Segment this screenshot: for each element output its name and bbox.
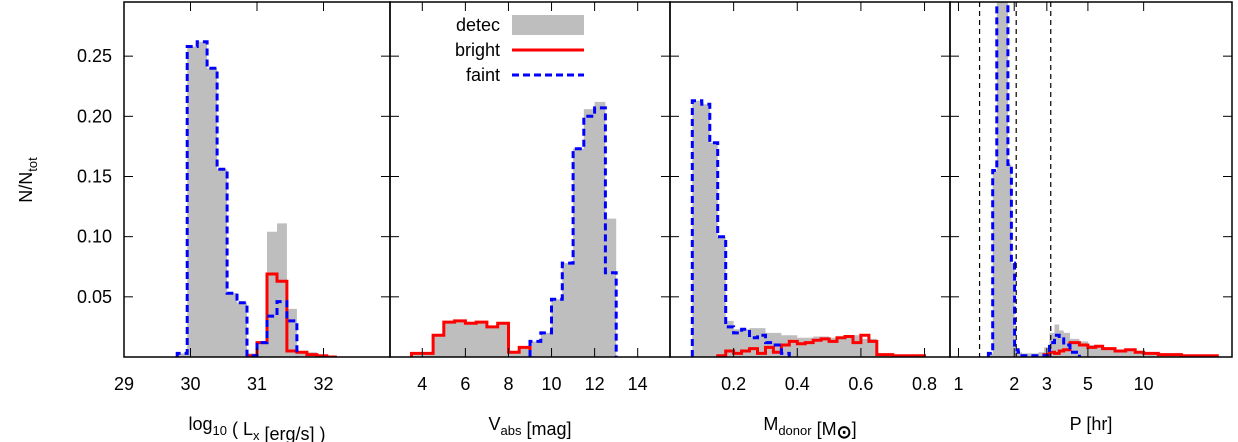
y-tick-label: 0.05	[77, 287, 112, 307]
panel-1: 29 30 31 32 0.05 0.10 0.15 0.20 0.25 log10 ( Lx […	[77, 1, 391, 442]
y-tick-label: 0.15	[77, 166, 112, 186]
axis-label-subscript: 10	[213, 423, 227, 438]
x-tick-label: 10	[1134, 374, 1154, 394]
legend-label-faint: faint	[466, 65, 500, 85]
bright-histogram	[245, 272, 337, 357]
axis-label-subscript: abs	[501, 423, 522, 438]
faint-histogram	[175, 40, 299, 357]
axis-label-subscript: donor	[778, 423, 812, 438]
faint-histogram	[528, 106, 618, 357]
detec-histogram	[692, 100, 925, 357]
bright-histogram	[716, 333, 926, 357]
panel-2: 4 6 8 10 12 14 Vabs [mag]	[389, 1, 671, 439]
panel-3: 0.2 0.4 0.6 0.8 Mdonor [M⊙]	[669, 1, 951, 442]
y-axis-label: N/Ntot	[16, 157, 40, 203]
x-tick-label: 0.8	[912, 374, 937, 394]
x-tick-label: 0.6	[848, 374, 873, 394]
y-tick-label: 0.20	[77, 106, 112, 126]
bright-histogram	[410, 319, 532, 357]
axis-label-text: V	[488, 414, 500, 434]
panel-plot-area	[978, 2, 1219, 357]
faint-histogram	[690, 99, 791, 357]
y-tick-label: 0.10	[77, 227, 112, 247]
panel-frame	[949, 1, 1233, 358]
axis-label-subscript: tot	[25, 157, 40, 172]
axis-label-text: P	[1070, 414, 1082, 434]
panel-plot-area	[410, 101, 618, 357]
x-tick-label: 1	[953, 374, 963, 394]
x-tick-label: 5	[1083, 374, 1093, 394]
faint-histogram	[986, 2, 1081, 357]
axis-label-text: log	[188, 414, 212, 434]
bright-histogram	[1042, 341, 1219, 357]
axis-label-subscript: x	[253, 428, 260, 442]
panel-frame	[123, 1, 391, 358]
panel-frame	[389, 1, 671, 358]
detec-histogram	[988, 2, 1218, 357]
x-tick-label: 0.4	[785, 374, 810, 394]
x-tick-label: 0.2	[721, 374, 746, 394]
legend: detec bright faint	[455, 15, 584, 85]
legend-label-bright: bright	[455, 40, 500, 60]
x-tick-label: 31	[247, 374, 267, 394]
x-tick-label: 12	[585, 374, 605, 394]
legend-label-detec: detec	[456, 15, 500, 35]
sun-symbol-icon: ⊙	[837, 422, 852, 442]
x-tick-label: 2	[1009, 374, 1019, 394]
axis-label-text: [hr]	[1081, 414, 1112, 434]
x-axis-label: Mdonor [M⊙]	[763, 414, 856, 442]
axis-label-text: ]	[852, 419, 857, 439]
legend-swatch-detec	[512, 15, 584, 35]
x-tick-label: 29	[114, 374, 134, 394]
x-axis-label: log10 ( Lx [erg/s] )	[188, 414, 325, 442]
x-tick-label: 30	[180, 374, 200, 394]
axis-label-text: ( L	[227, 419, 253, 439]
x-tick-label: 10	[542, 374, 562, 394]
x-axis-label: P [hr]	[1070, 414, 1113, 434]
x-tick-label: 8	[503, 374, 513, 394]
y-tick-label: 0.25	[77, 46, 112, 66]
x-tick-label: 6	[460, 374, 470, 394]
detec-histogram	[411, 101, 617, 357]
x-tick-label: 32	[313, 374, 333, 394]
x-tick-label: 4	[417, 374, 427, 394]
panel-plot-area	[175, 40, 337, 357]
detec-histogram	[177, 41, 337, 357]
panel-plot-area	[690, 99, 926, 357]
x-tick-label: 3	[1042, 374, 1052, 394]
axis-label-text: N/N	[16, 172, 36, 203]
x-tick-label: 14	[628, 374, 648, 394]
axis-label-text: [M	[812, 419, 837, 439]
y-axis-label-text: N/Ntot	[16, 157, 40, 203]
axis-label-text: [mag]	[521, 419, 571, 439]
axis-label-text: M	[763, 414, 778, 434]
axis-label-text: [erg/s] )	[260, 424, 326, 442]
panel-4: 1 2 3 5 10 P [hr]	[949, 1, 1233, 434]
x-axis-label: Vabs [mag]	[488, 414, 571, 439]
